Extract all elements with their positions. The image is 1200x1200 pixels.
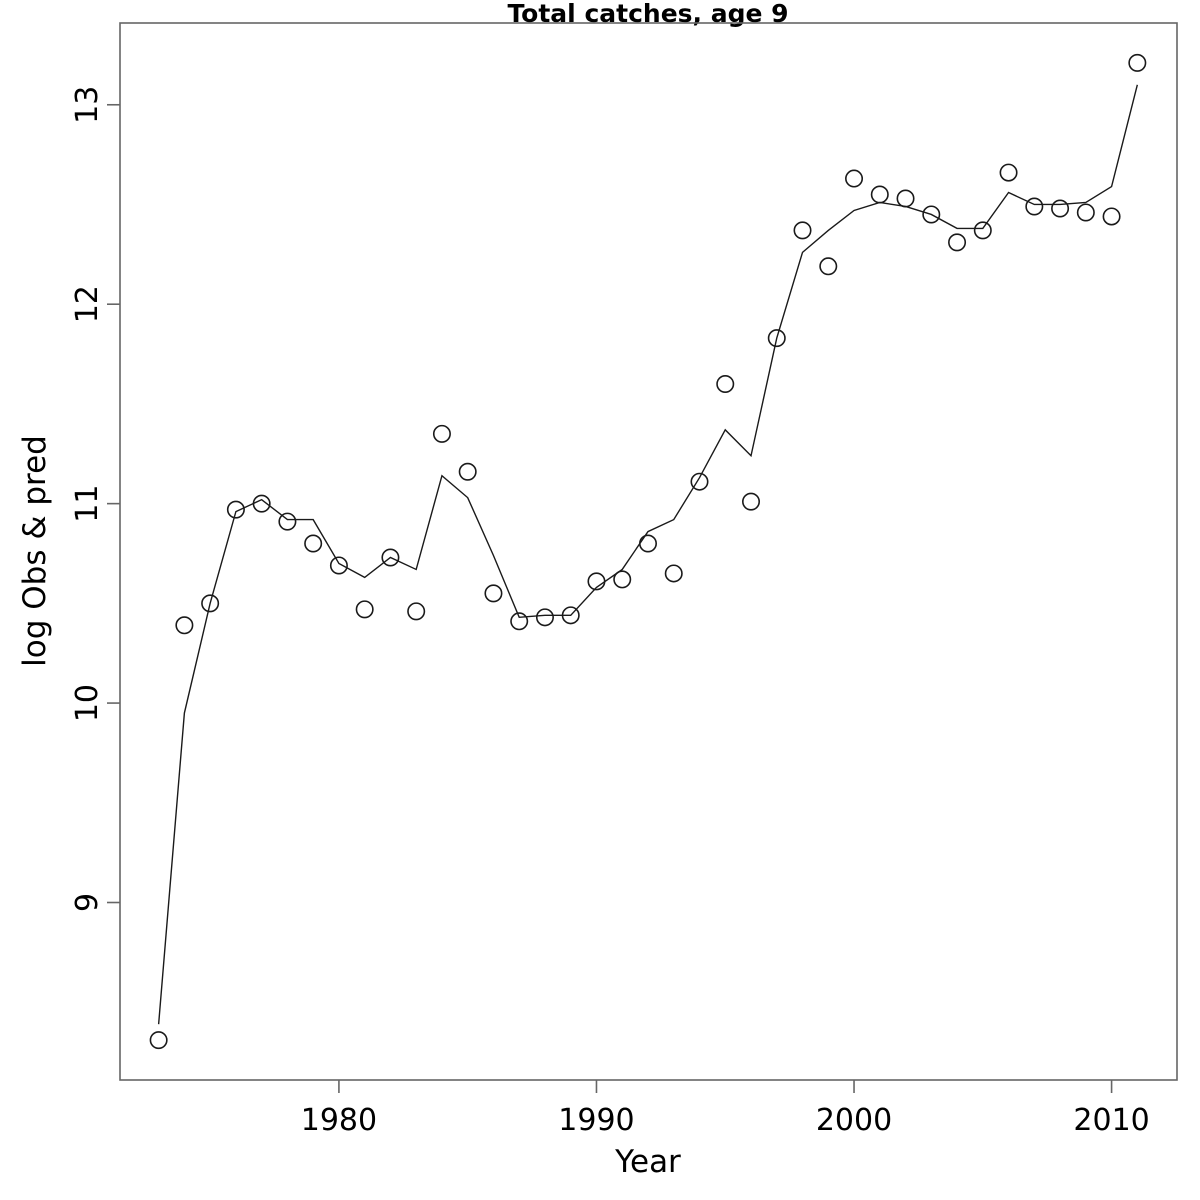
y-tick-label: 10 <box>70 684 105 722</box>
y-tick-label: 9 <box>70 893 105 912</box>
observation-point <box>870 185 889 204</box>
observation-point <box>948 233 967 252</box>
observation-point <box>458 462 477 481</box>
observation-point <box>535 608 554 627</box>
plot-border <box>119 22 1178 1081</box>
observation-point <box>973 221 992 240</box>
observation-point <box>587 572 606 591</box>
observation-point <box>1025 197 1044 216</box>
y-axis-ticks: 9 10 11 12 13 <box>70 86 120 912</box>
observation-point <box>561 606 580 625</box>
observation-point <box>201 594 220 613</box>
observation-point <box>432 424 451 443</box>
observation-point <box>149 1031 168 1050</box>
observation-point <box>845 169 864 188</box>
observation-point <box>1076 203 1095 222</box>
plot-frame <box>119 22 1178 1081</box>
x-tick-label: 2000 <box>816 1103 892 1138</box>
x-tick-label: 1990 <box>558 1103 634 1138</box>
observation-point <box>484 584 503 603</box>
observation-point <box>226 500 245 519</box>
prediction-line <box>157 84 1139 1025</box>
y-tick-label: 13 <box>70 86 105 124</box>
x-tick-label: 2010 <box>1073 1103 1149 1138</box>
observation-point <box>252 494 271 513</box>
observation-point <box>716 374 735 393</box>
observation-point <box>407 602 426 621</box>
observation-point <box>1128 53 1147 72</box>
x-axis-label: Year <box>614 1144 681 1180</box>
observation-point <box>613 570 632 589</box>
observation-point <box>922 205 941 224</box>
observation-point <box>664 564 683 583</box>
observation-point <box>819 257 838 276</box>
observation-point <box>742 492 761 511</box>
plot-series <box>149 53 1147 1050</box>
observation-point <box>1102 207 1121 226</box>
y-tick-label: 11 <box>70 485 105 523</box>
observation-point <box>381 548 400 567</box>
observation-point <box>896 189 915 208</box>
observation-point <box>304 534 323 553</box>
y-axis-label: log Obs & pred <box>17 435 53 667</box>
observation-point <box>329 556 348 575</box>
observation-point <box>1051 199 1070 218</box>
observation-point <box>690 472 709 491</box>
observation-point <box>793 221 812 240</box>
x-axis-ticks: 1980 1990 2000 2010 <box>301 1080 1150 1138</box>
observation-point <box>767 329 786 348</box>
observation-point <box>175 616 194 635</box>
observation-point <box>510 612 529 631</box>
observation-point <box>638 534 657 553</box>
y-tick-label: 12 <box>70 285 105 323</box>
observation-point <box>999 163 1018 182</box>
observation-point <box>355 600 374 619</box>
x-tick-label: 1980 <box>301 1103 377 1138</box>
observation-point <box>278 512 297 531</box>
